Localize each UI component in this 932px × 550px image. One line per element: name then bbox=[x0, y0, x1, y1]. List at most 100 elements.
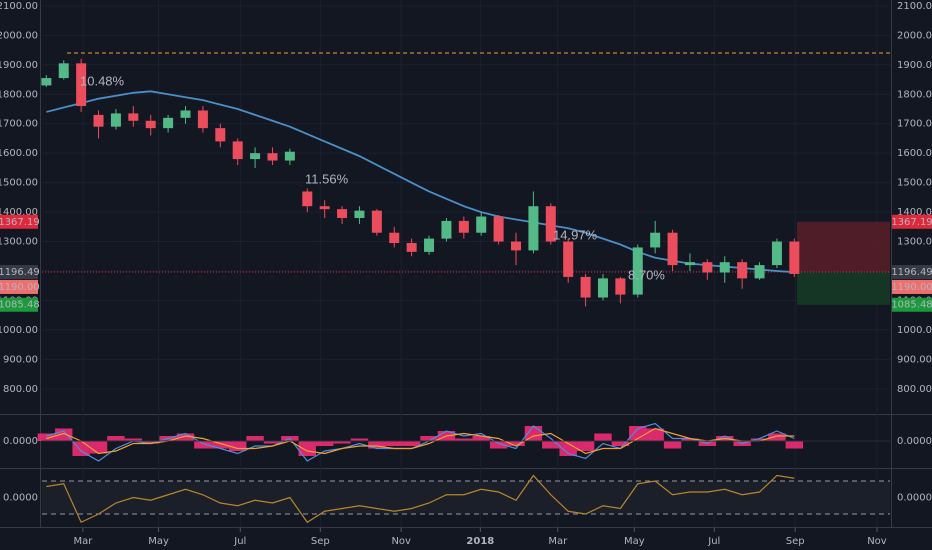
y-tick-label: 1500.00 bbox=[0, 178, 38, 189]
candle-body bbox=[197, 110, 208, 129]
macd-histogram bbox=[559, 441, 577, 456]
candle-body bbox=[615, 278, 626, 295]
macd-histogram bbox=[246, 436, 264, 441]
price-tag-label: 1196.49 bbox=[0, 267, 40, 278]
x-tick-label: Sep bbox=[786, 536, 805, 547]
y-tick-label: 2100.00 bbox=[897, 1, 932, 12]
candle-body bbox=[93, 114, 104, 127]
candle-body bbox=[232, 141, 243, 160]
candle-body bbox=[719, 262, 730, 273]
macd-histogram bbox=[663, 441, 682, 449]
macd-histogram bbox=[455, 438, 473, 441]
annotation: 8.70% bbox=[628, 267, 665, 282]
candle-body bbox=[371, 210, 382, 233]
candle-body bbox=[511, 241, 522, 251]
y-tick-label: 1600.00 bbox=[897, 148, 932, 159]
macd-histogram bbox=[298, 441, 316, 456]
price-tag-label: 1085.48 bbox=[0, 300, 40, 311]
x-tick-label: Mar bbox=[548, 536, 568, 547]
y-tick-label: 1300.00 bbox=[0, 237, 38, 248]
annotation: 14.97% bbox=[553, 227, 598, 242]
candle-body bbox=[545, 206, 556, 242]
candle-body bbox=[58, 63, 69, 79]
macd-histogram bbox=[402, 441, 421, 446]
candle-body bbox=[389, 232, 400, 244]
stop-zone bbox=[797, 272, 890, 305]
price-tag bbox=[0, 265, 38, 280]
candle-body bbox=[76, 63, 87, 107]
y-tick-label: 1800.00 bbox=[0, 89, 38, 100]
macd-histogram bbox=[681, 438, 699, 441]
target-zone bbox=[797, 221, 890, 273]
x-tick-label: Nov bbox=[867, 536, 887, 547]
macd-histogram bbox=[37, 433, 56, 441]
macd-histogram bbox=[124, 438, 143, 441]
y-tick-label: 0.0000 bbox=[897, 436, 932, 447]
macd-histogram bbox=[507, 441, 525, 446]
x-tick-label: 2018 bbox=[466, 536, 494, 547]
macd-histogram bbox=[385, 441, 403, 446]
macd-histogram bbox=[489, 441, 508, 449]
y-tick-label: 800.00 bbox=[3, 384, 38, 395]
macd-histogram bbox=[228, 441, 247, 451]
macd-histogram bbox=[107, 436, 125, 441]
macd-histogram bbox=[576, 441, 595, 451]
candle-body bbox=[180, 110, 191, 118]
price-tag-label: 1085.48 bbox=[891, 300, 932, 311]
x-tick-label: Nov bbox=[391, 536, 411, 547]
candle-body bbox=[441, 220, 452, 239]
annotation: 10.48% bbox=[80, 73, 125, 88]
y-tick-label: 1900.00 bbox=[0, 60, 38, 71]
macd-histogram bbox=[263, 441, 282, 444]
macd-histogram bbox=[472, 436, 490, 441]
signal-line bbox=[46, 427, 795, 455]
candle-body bbox=[110, 113, 121, 127]
y-tick-label: 1000.00 bbox=[897, 325, 932, 336]
y-tick-label: 1400.00 bbox=[897, 207, 932, 218]
candle-body bbox=[667, 232, 678, 266]
candle-body bbox=[737, 262, 748, 279]
candle-body bbox=[284, 151, 295, 161]
annotation: 11.56% bbox=[305, 171, 349, 186]
price-tag bbox=[892, 279, 932, 294]
macd-histogram bbox=[142, 441, 160, 444]
y-tick-label: 1500.00 bbox=[897, 178, 932, 189]
candle-body bbox=[128, 113, 139, 121]
y-tick-label: 0.0000 bbox=[3, 493, 38, 504]
y-tick-label: 0.0000 bbox=[897, 493, 932, 504]
candle-body bbox=[771, 241, 782, 266]
candle-body bbox=[702, 262, 713, 273]
y-tick-label: 900.00 bbox=[897, 354, 932, 365]
price-tag bbox=[0, 214, 38, 229]
candle-body bbox=[597, 278, 608, 298]
candle-body bbox=[319, 206, 330, 210]
macd-histogram bbox=[89, 441, 108, 454]
x-tick-label: Mar bbox=[73, 536, 93, 547]
x-tick-label: Jul bbox=[707, 536, 720, 547]
macd-histogram bbox=[55, 428, 73, 441]
price-tag bbox=[892, 214, 932, 229]
macd-histogram bbox=[333, 441, 351, 444]
candle-body bbox=[354, 210, 365, 218]
macd-histogram bbox=[785, 441, 804, 449]
price-tag bbox=[0, 297, 38, 312]
y-tick-label: 1700.00 bbox=[0, 119, 38, 130]
candle-body bbox=[493, 216, 504, 242]
y-tick-label: 1900.00 bbox=[897, 60, 932, 71]
candle-body bbox=[754, 265, 765, 279]
macd-histogram bbox=[750, 438, 769, 441]
price-tag-label: 1367.19 bbox=[0, 217, 40, 228]
macd-histogram bbox=[420, 436, 438, 441]
price-tag-label: 1190.00 bbox=[891, 282, 932, 293]
price-tag bbox=[892, 265, 932, 280]
macd-histogram bbox=[350, 438, 369, 441]
macd-histogram bbox=[768, 433, 786, 441]
x-tick-label: May bbox=[148, 536, 169, 547]
candle-body bbox=[563, 241, 574, 277]
candle-body bbox=[789, 241, 800, 274]
candle-body bbox=[145, 120, 156, 129]
candle-body bbox=[41, 78, 52, 86]
level-band bbox=[42, 481, 890, 514]
candle-body bbox=[458, 220, 469, 233]
